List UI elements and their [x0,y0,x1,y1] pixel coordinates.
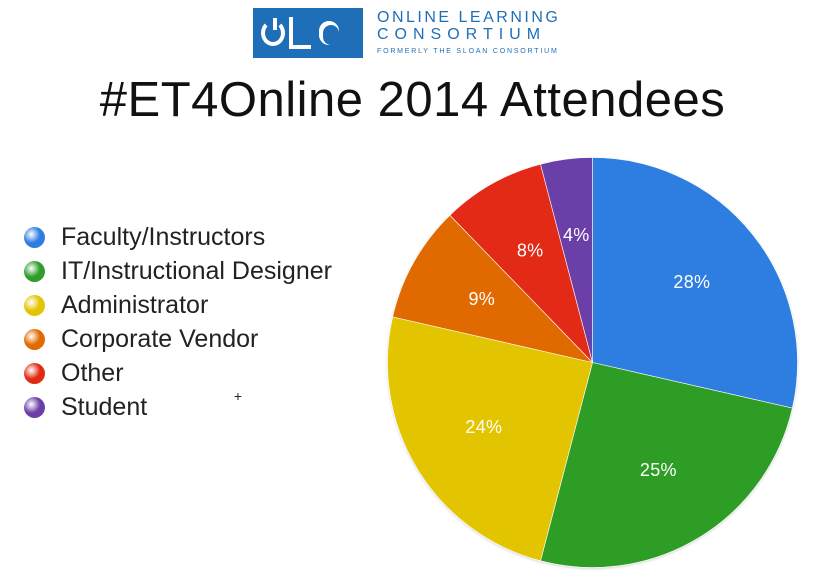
legend-label-corporate-vendor: Corporate Vendor [61,324,259,353]
legend-item-other: Other [24,356,384,390]
legend-label-student: Student [61,392,148,421]
legend-item-it-designer: IT/Instructional Designer [24,254,384,288]
pie-chart: 28% 25% 24% 9% 8% 4% [387,157,798,568]
pie-slice-it-instructional-designer [540,362,793,568]
legend-item-student: Student [24,390,384,424]
olc-logo-mark [253,8,363,58]
legend-dot-faculty [24,226,45,248]
pie-slice-student [540,157,593,363]
logo-l-shape [289,17,311,49]
pie-slice-corporate-vendor [392,214,594,364]
pie-label-administrator: 24% [465,417,502,437]
crosshair-cursor-icon: + [233,388,243,404]
pie-label-faculty-instructors: 28% [673,272,710,292]
pie-label-corporate-vendor: 9% [468,289,495,309]
pie-slices [387,157,798,568]
logo-line-online-learning: ONLINE LEARNING [377,9,561,26]
pie-label-student: 4% [563,225,590,245]
legend-dot-other [24,362,45,384]
chart-legend: Faculty/Instructors IT/Instructional Des… [24,220,384,424]
legend-dot-student [24,396,45,418]
legend-label-it-designer: IT/Instructional Designer [61,256,332,285]
pie-slice-faculty-instructors [592,157,798,409]
logo-c-shape [315,17,343,49]
legend-item-faculty: Faculty/Instructors [24,220,384,254]
pie-label-it-instructional-designer: 25% [640,460,677,480]
legend-label-administrator: Administrator [61,290,209,319]
logo-line-formerly: FORMERLY THE SLOAN CONSORTIUM [377,47,559,55]
logo-line-consortium: CONSORTIUM [377,25,547,43]
legend-dot-it-designer [24,260,45,282]
power-icon [261,18,285,46]
legend-item-corporate-vendor: Corporate Vendor [24,322,384,356]
legend-dot-corporate-vendor [24,328,45,350]
chart-title: #ET4Online 2014 Attendees [99,73,726,127]
olc-logo-letters [261,15,361,51]
pie-slice-administrator [387,316,593,562]
legend-item-administrator: Administrator [24,288,384,322]
pie-labels: 28% 25% 24% 9% 8% 4% [465,225,710,480]
logo-text: ONLINE LEARNING CONSORTIUM FORMERLY THE … [377,9,561,55]
pie-slice-other [449,163,594,364]
legend-label-other: Other [61,358,124,387]
legend-label-faculty: Faculty/Instructors [61,222,266,251]
legend-dot-administrator [24,294,45,316]
olc-logo: ONLINE LEARNING CONSORTIUM FORMERLY THE … [253,8,593,60]
pie-label-other: 8% [517,241,544,261]
